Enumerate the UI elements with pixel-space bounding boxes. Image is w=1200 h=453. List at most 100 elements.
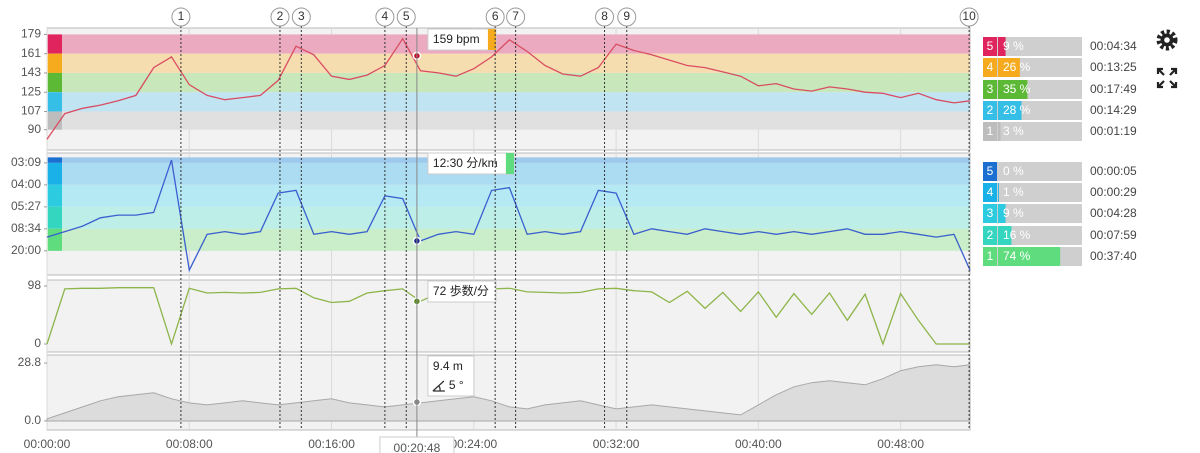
y-tick-label: 05:27 — [11, 199, 41, 213]
x-tick-label: 00:08:00 — [166, 437, 213, 451]
zone-number-box — [983, 162, 997, 181]
zone-number: 4 — [987, 60, 994, 74]
zone-row-bg — [983, 37, 1082, 56]
lap-label: 8 — [601, 9, 608, 23]
zone-percent: 0 % — [1003, 164, 1024, 178]
zone-number-box — [983, 58, 997, 77]
x-tick-label: 00:48:00 — [877, 437, 924, 451]
zone-time: 00:14:29 — [1090, 103, 1137, 117]
lap-marker — [396, 7, 416, 27]
zone-time: 00:00:29 — [1090, 185, 1137, 199]
zone-number-box — [983, 101, 997, 120]
zone-strip — [48, 206, 62, 229]
tooltip-value: 9.4 m — [433, 359, 463, 373]
zone-band — [47, 72, 970, 93]
zone-band — [47, 34, 970, 54]
zone-time: 00:13:25 — [1090, 60, 1137, 74]
zone-percent: 26 % — [1003, 60, 1031, 74]
zone-row-bg — [983, 58, 1082, 77]
lap-marker — [595, 7, 615, 27]
zone-percent: 35 % — [1003, 82, 1031, 96]
zone-percent-bar — [998, 204, 1006, 223]
zone-row-bg — [983, 80, 1082, 99]
y-tick-label: 98 — [28, 278, 42, 292]
tooltip-zone-mark — [487, 29, 496, 50]
lap-marker — [485, 7, 505, 27]
zone-time: 00:37:40 — [1090, 249, 1137, 263]
y-tick-label: 0 — [34, 336, 41, 350]
zone-strip — [48, 157, 62, 163]
zone-band — [47, 206, 970, 229]
zone-strip — [48, 111, 62, 130]
zone-number-box — [983, 226, 997, 245]
zone-time: 00:00:05 — [1090, 164, 1137, 178]
lap-label: 7 — [512, 9, 519, 23]
zone-percent: 28 % — [1003, 103, 1031, 117]
zone-strip — [48, 92, 62, 112]
y-tick-label: 125 — [21, 84, 41, 98]
zone-percent: 9 % — [1003, 206, 1024, 220]
settings-icon[interactable] — [1156, 29, 1178, 51]
zone-number: 1 — [987, 249, 994, 263]
zone-number-box — [983, 204, 997, 223]
zone-band — [47, 111, 970, 130]
zone-percent-bar — [998, 183, 999, 202]
lap-label: 10 — [962, 9, 976, 23]
gear-teeth — [1156, 29, 1178, 51]
tooltip-value: 72 歩数/分 — [433, 283, 489, 298]
zone-percent: 9 % — [1003, 39, 1024, 53]
y-tick-label: 161 — [21, 46, 41, 60]
tooltip-box — [427, 280, 497, 303]
zone-percent-bar — [998, 226, 1012, 245]
y-tick-label: 03:09 — [11, 155, 41, 169]
tooltip-slope: 5 ° — [449, 378, 464, 392]
data-line — [46, 37, 971, 140]
zone-number: 3 — [987, 206, 994, 220]
zone-percent: 16 % — [1003, 228, 1031, 242]
fullscreen-icon[interactable] — [1156, 67, 1178, 89]
lap-marker — [617, 7, 637, 27]
lap-label: 3 — [298, 9, 305, 23]
zone-strip — [48, 53, 62, 73]
y-tick-label: 28.8 — [18, 355, 42, 369]
zone-number: 3 — [987, 82, 994, 96]
tooltip-value: 12:30 分/km — [433, 156, 498, 170]
data-line — [46, 159, 971, 273]
zone-row-bg — [983, 226, 1082, 245]
zone-percent-bar — [998, 122, 1001, 141]
panel-background — [46, 279, 971, 353]
zone-band — [47, 53, 970, 73]
x-tick-label: 00:32:00 — [593, 437, 640, 451]
zone-row-bg — [983, 101, 1082, 120]
gear-hole — [1164, 37, 1170, 43]
y-tick-label: 90 — [28, 122, 42, 136]
lap-label: 5 — [403, 9, 410, 23]
lap-label: 6 — [492, 9, 499, 23]
y-tick-label: 0.0 — [24, 413, 41, 427]
zone-time: 00:17:49 — [1090, 82, 1137, 96]
data-line — [46, 287, 970, 347]
fullscreen-arrows — [1156, 67, 1178, 89]
zone-strip — [48, 34, 62, 54]
zone-percent-bar — [998, 101, 1022, 120]
zone-strip — [48, 184, 62, 207]
lap-marker — [506, 7, 526, 27]
zone-number: 4 — [987, 185, 994, 199]
zone-row-bg — [983, 122, 1082, 141]
zone-percent: 3 % — [1003, 124, 1024, 138]
lap-marker — [291, 7, 311, 27]
zone-row-bg — [983, 162, 1082, 181]
zone-strip — [48, 228, 62, 251]
x-tick-label: 00:16:00 — [308, 437, 355, 451]
zone-number: 2 — [987, 103, 994, 117]
y-tick-label: 107 — [21, 104, 41, 118]
x-tick-label: 00:40:00 — [735, 437, 782, 451]
zone-time: 00:01:19 — [1090, 124, 1137, 138]
y-tick-label: 143 — [21, 65, 41, 79]
zone-number-box — [983, 183, 997, 202]
y-tick-label: 20:00 — [11, 243, 41, 257]
lap-label: 2 — [277, 9, 284, 23]
zone-time: 00:04:34 — [1090, 39, 1137, 53]
y-tick-label: 08:34 — [11, 221, 41, 235]
zone-time: 00:04:28 — [1090, 206, 1137, 220]
